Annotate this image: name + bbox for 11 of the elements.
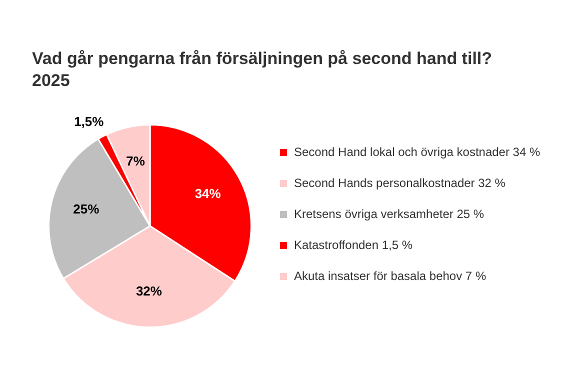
legend-label: Katastroffonden 1,5 %: [294, 238, 413, 253]
data-label: 34%: [194, 186, 222, 202]
legend-label: Kretsens övriga verksamheter 25 %: [294, 207, 484, 222]
legend-label: Second Hand lokal och övriga kostnader 34 %: [294, 145, 540, 160]
data-label: 7%: [126, 153, 146, 168]
legend-label: Akuta insatser för basala behov 7 %: [294, 269, 486, 284]
chart-title: Vad går pengarna från försäljningen på second hand till? 2025: [32, 48, 492, 92]
data-label: 1,5%: [74, 114, 104, 130]
data-label: 32%: [136, 283, 162, 298]
legend-label: Second Hands personalkostnader 32 %: [294, 176, 506, 191]
data-label: 25%: [73, 202, 100, 217]
